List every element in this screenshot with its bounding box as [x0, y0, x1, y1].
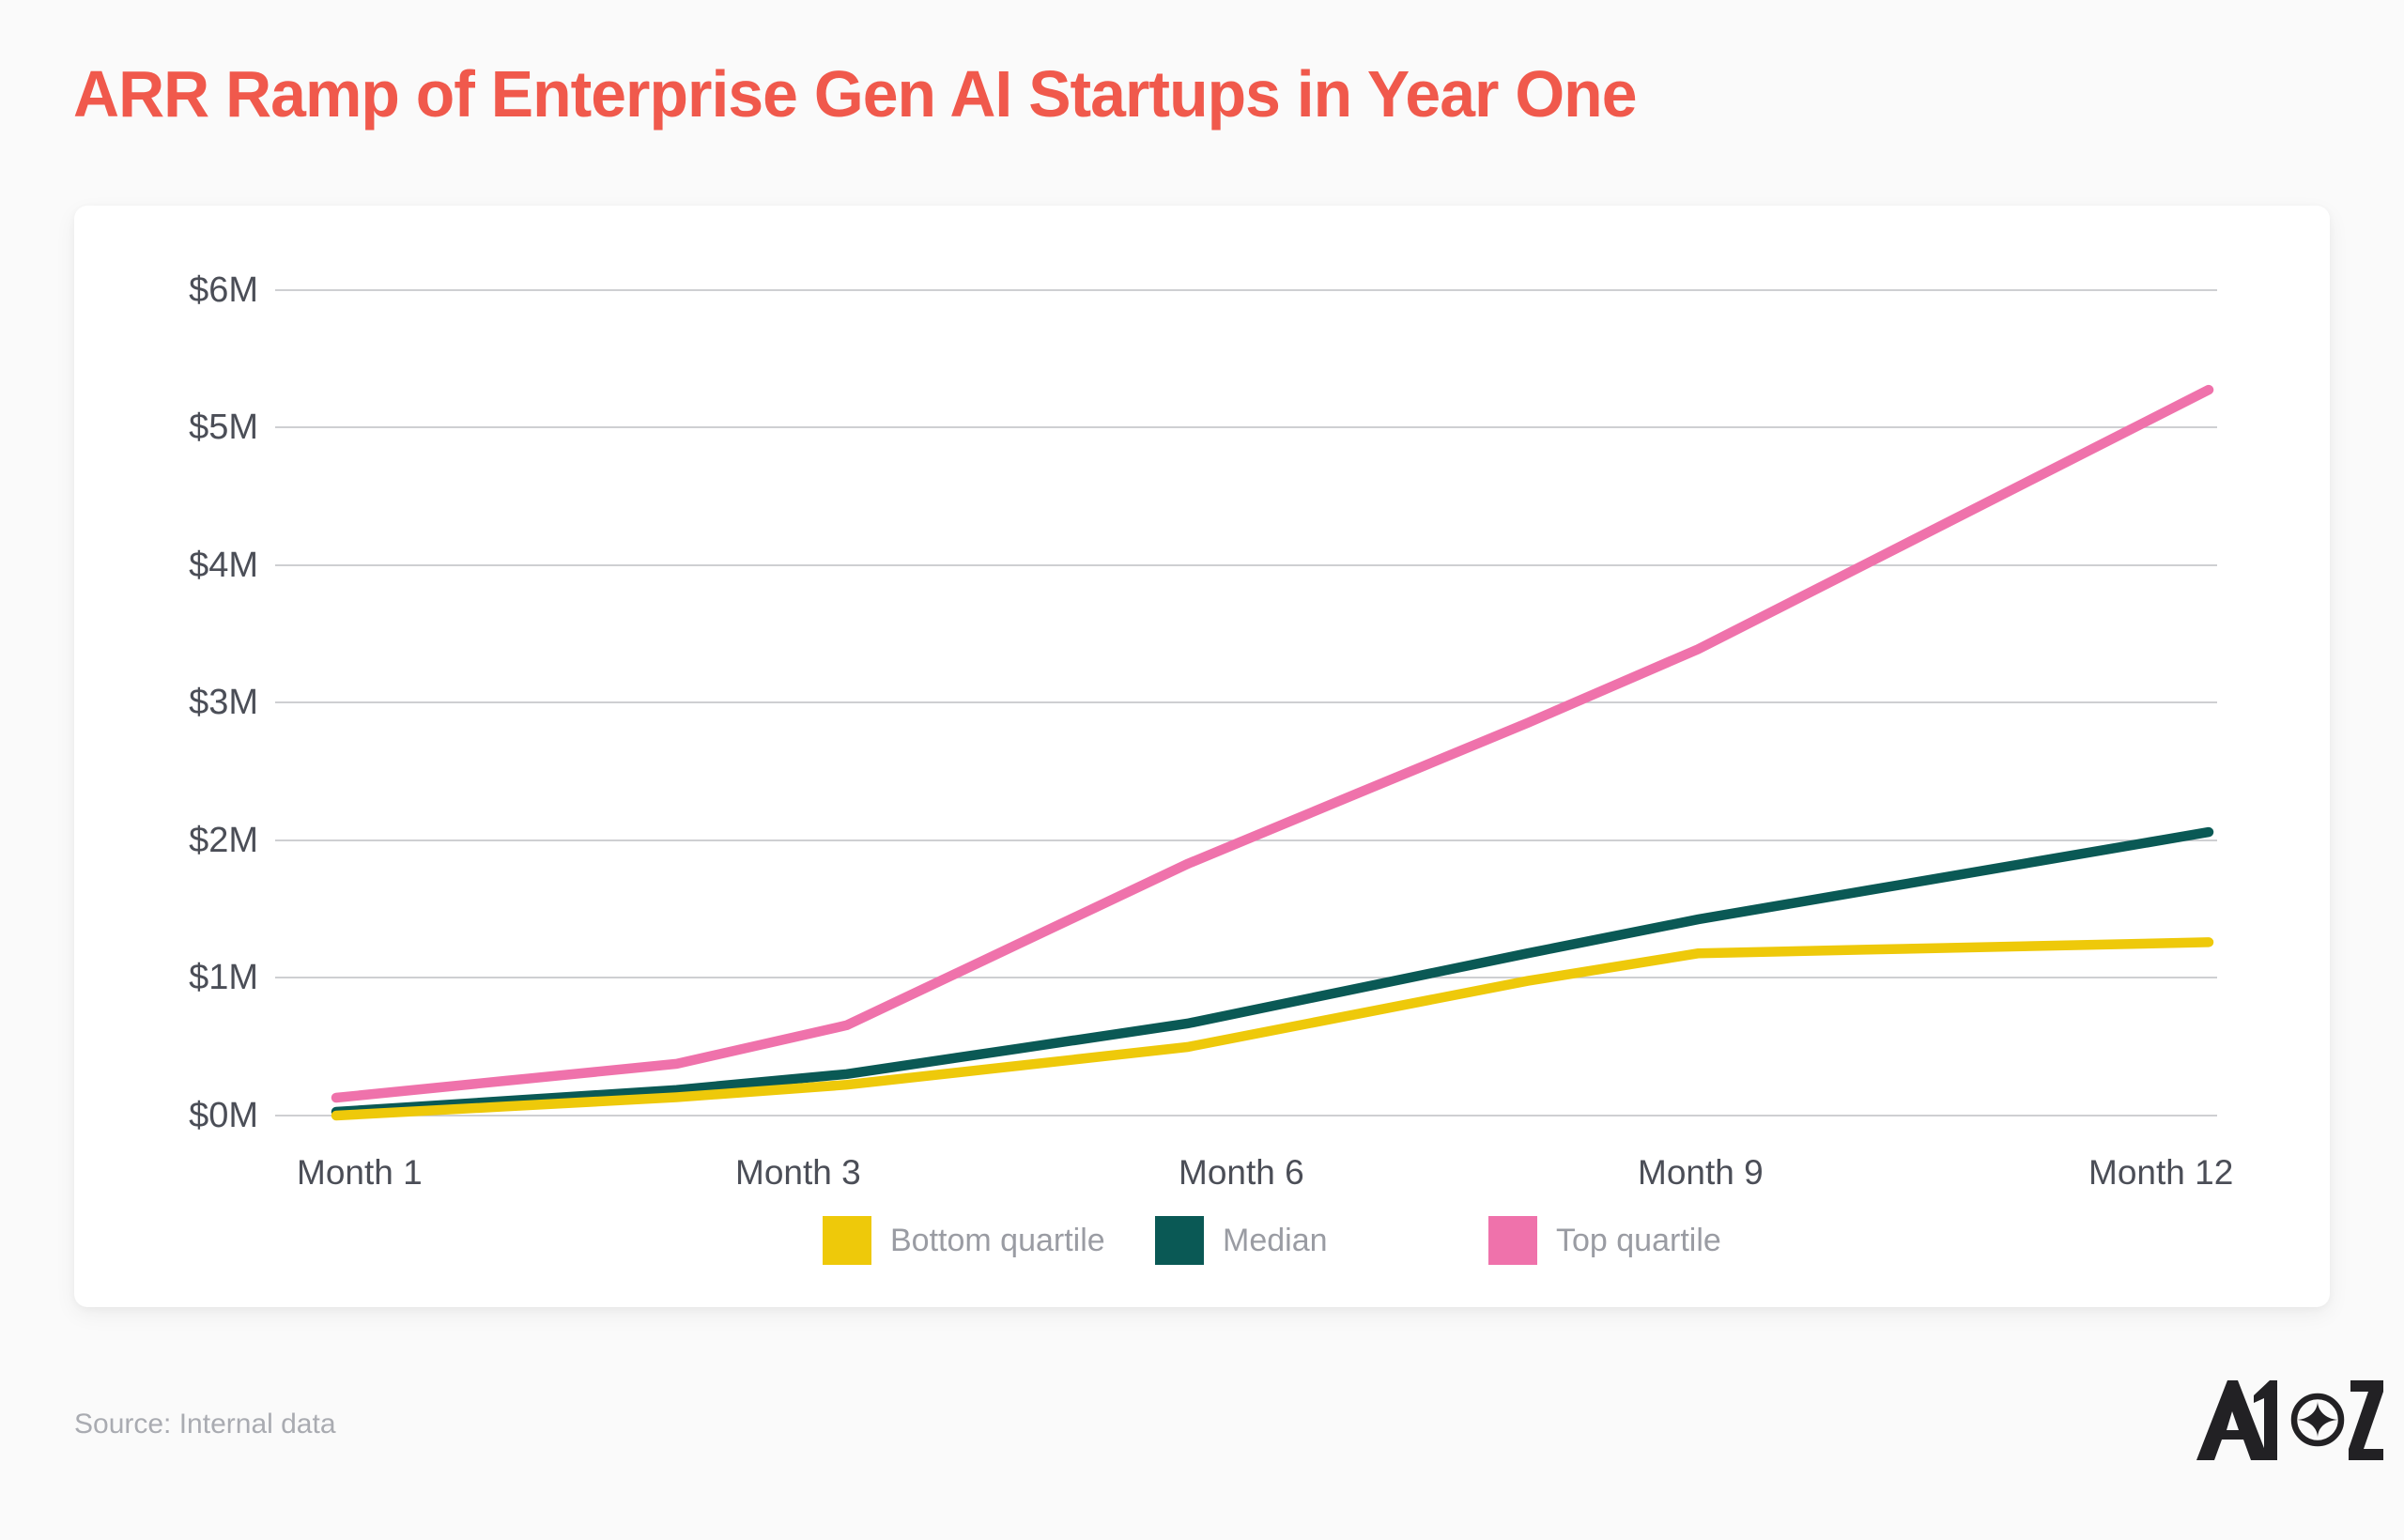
svg-text:$1M: $1M	[189, 958, 258, 997]
svg-text:$5M: $5M	[189, 408, 258, 447]
svg-text:$3M: $3M	[189, 683, 258, 722]
svg-text:$4M: $4M	[189, 546, 258, 585]
svg-text:Month 6: Month 6	[1179, 1153, 1304, 1192]
svg-text:$6M: $6M	[189, 270, 258, 310]
svg-text:Month 1: Month 1	[297, 1153, 423, 1192]
svg-text:Month 12: Month 12	[2088, 1153, 2233, 1192]
svg-text:Month 3: Month 3	[735, 1153, 861, 1192]
svg-text:$2M: $2M	[189, 821, 258, 860]
svg-text:$0M: $0M	[189, 1096, 258, 1135]
svg-text:Month 9: Month 9	[1638, 1153, 1764, 1192]
